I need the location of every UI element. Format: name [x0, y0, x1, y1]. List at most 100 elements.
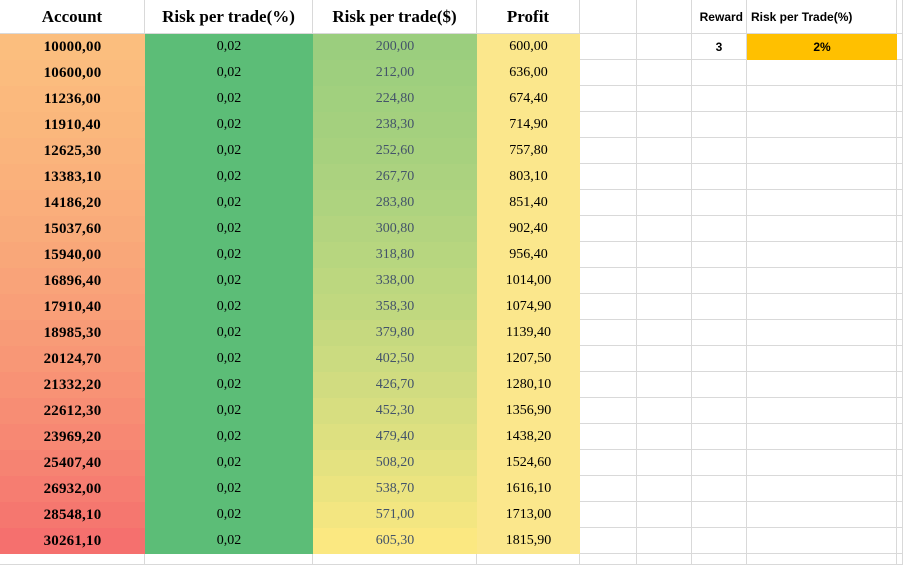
cell-empty[interactable] [692, 294, 747, 320]
cell-account[interactable]: 28548,10 [0, 502, 145, 528]
cell-profit[interactable]: 714,90 [477, 112, 580, 138]
cell-empty[interactable] [692, 346, 747, 372]
cell-empty[interactable] [580, 372, 637, 398]
header-profit[interactable]: Profit [477, 0, 580, 34]
cell-empty[interactable] [692, 112, 747, 138]
cell-empty[interactable] [897, 450, 903, 476]
cell-risk-pct[interactable]: 0,02 [145, 216, 313, 242]
cell-risk-usd[interactable]: 267,70 [313, 164, 477, 190]
cell-empty[interactable] [313, 554, 477, 565]
cell-empty[interactable] [897, 138, 903, 164]
cell-empty[interactable] [580, 60, 637, 86]
cell-empty[interactable] [637, 294, 692, 320]
cell-empty[interactable] [897, 268, 903, 294]
cell-empty[interactable] [637, 528, 692, 554]
cell-empty[interactable] [477, 554, 580, 565]
cell-empty[interactable] [897, 112, 903, 138]
cell-risk-pct[interactable]: 0,02 [145, 164, 313, 190]
cell-risk-usd[interactable]: 300,80 [313, 216, 477, 242]
cell-empty[interactable] [747, 242, 897, 268]
cell-empty[interactable] [897, 294, 903, 320]
cell-empty[interactable] [692, 424, 747, 450]
cell-risk-pct[interactable]: 0,02 [145, 34, 313, 60]
cell-empty[interactable] [692, 242, 747, 268]
cell-account[interactable]: 26932,00 [0, 476, 145, 502]
cell-risk-pct[interactable]: 0,02 [145, 268, 313, 294]
cell-empty[interactable] [747, 320, 897, 346]
cell-empty[interactable] [580, 112, 637, 138]
cell-risk-usd[interactable]: 224,80 [313, 86, 477, 112]
cell-account[interactable]: 18985,30 [0, 320, 145, 346]
cell-empty[interactable] [747, 554, 897, 565]
cell-risk-pct[interactable]: 0,02 [145, 242, 313, 268]
cell-account[interactable]: 25407,40 [0, 450, 145, 476]
cell-empty[interactable] [747, 476, 897, 502]
cell-risk-pct[interactable]: 0,02 [145, 60, 313, 86]
cell-risk-usd[interactable]: 238,30 [313, 112, 477, 138]
cell-empty[interactable] [637, 320, 692, 346]
cell-risk-pct[interactable]: 0,02 [145, 424, 313, 450]
cell-account[interactable]: 30261,10 [0, 528, 145, 554]
cell-account[interactable]: 15037,60 [0, 216, 145, 242]
cell-profit[interactable]: 803,10 [477, 164, 580, 190]
cell-profit[interactable]: 1815,90 [477, 528, 580, 554]
cell-risk-pct[interactable]: 0,02 [145, 450, 313, 476]
cell-empty[interactable] [897, 528, 903, 554]
cell-empty[interactable] [747, 502, 897, 528]
cell-empty[interactable] [747, 164, 897, 190]
cell-empty[interactable] [637, 450, 692, 476]
cell-empty[interactable] [897, 190, 903, 216]
cell-risk-pct[interactable]: 0,02 [145, 372, 313, 398]
cell-account[interactable]: 11910,40 [0, 112, 145, 138]
cell-empty[interactable] [637, 502, 692, 528]
cell-empty[interactable] [637, 242, 692, 268]
cell-profit[interactable]: 1713,00 [477, 502, 580, 528]
cell-account[interactable]: 12625,30 [0, 138, 145, 164]
cell-empty[interactable] [637, 138, 692, 164]
cell-empty[interactable] [637, 60, 692, 86]
cell-empty[interactable] [747, 294, 897, 320]
cell-empty[interactable] [637, 112, 692, 138]
cell-risk-usd[interactable]: 283,80 [313, 190, 477, 216]
cell-risk-pct[interactable]: 0,02 [145, 138, 313, 164]
cell-empty[interactable] [692, 502, 747, 528]
cell-empty[interactable] [897, 164, 903, 190]
cell-empty[interactable] [897, 216, 903, 242]
cell-empty[interactable] [692, 216, 747, 242]
reward-value-cell[interactable]: 3 [692, 34, 747, 60]
header-risk-usd[interactable]: Risk per trade($) [313, 0, 477, 34]
cell-empty[interactable] [747, 112, 897, 138]
cell-profit[interactable]: 1207,50 [477, 346, 580, 372]
cell-empty[interactable] [580, 554, 637, 565]
cell-risk-pct[interactable]: 0,02 [145, 398, 313, 424]
cell-risk-usd[interactable]: 426,70 [313, 372, 477, 398]
cell-profit[interactable]: 600,00 [477, 34, 580, 60]
cell-empty[interactable] [897, 242, 903, 268]
cell-empty[interactable] [637, 216, 692, 242]
cell-empty[interactable] [897, 34, 903, 60]
cell-empty[interactable] [145, 554, 313, 565]
cell-empty[interactable] [692, 450, 747, 476]
cell-empty[interactable] [580, 320, 637, 346]
cell-profit[interactable]: 851,40 [477, 190, 580, 216]
cell-empty[interactable] [580, 216, 637, 242]
cell-risk-usd[interactable]: 252,60 [313, 138, 477, 164]
cell-empty[interactable] [897, 476, 903, 502]
cell-account[interactable]: 21332,20 [0, 372, 145, 398]
cell-profit[interactable]: 1524,60 [477, 450, 580, 476]
cell-empty[interactable] [637, 34, 692, 60]
cell-empty[interactable] [897, 60, 903, 86]
cell-profit[interactable]: 956,40 [477, 242, 580, 268]
cell-risk-usd[interactable]: 571,00 [313, 502, 477, 528]
cell-risk-usd[interactable]: 402,50 [313, 346, 477, 372]
cell-empty[interactable] [637, 476, 692, 502]
cell-profit[interactable]: 1616,10 [477, 476, 580, 502]
cell-account[interactable]: 10000,00 [0, 34, 145, 60]
cell-profit[interactable]: 1438,20 [477, 424, 580, 450]
cell-empty[interactable] [580, 528, 637, 554]
cell-empty[interactable] [897, 502, 903, 528]
cell-risk-usd[interactable]: 605,30 [313, 528, 477, 554]
header-risk-pct[interactable]: Risk per trade(%) [145, 0, 313, 34]
cell-empty[interactable] [747, 216, 897, 242]
cell-account[interactable]: 17910,40 [0, 294, 145, 320]
